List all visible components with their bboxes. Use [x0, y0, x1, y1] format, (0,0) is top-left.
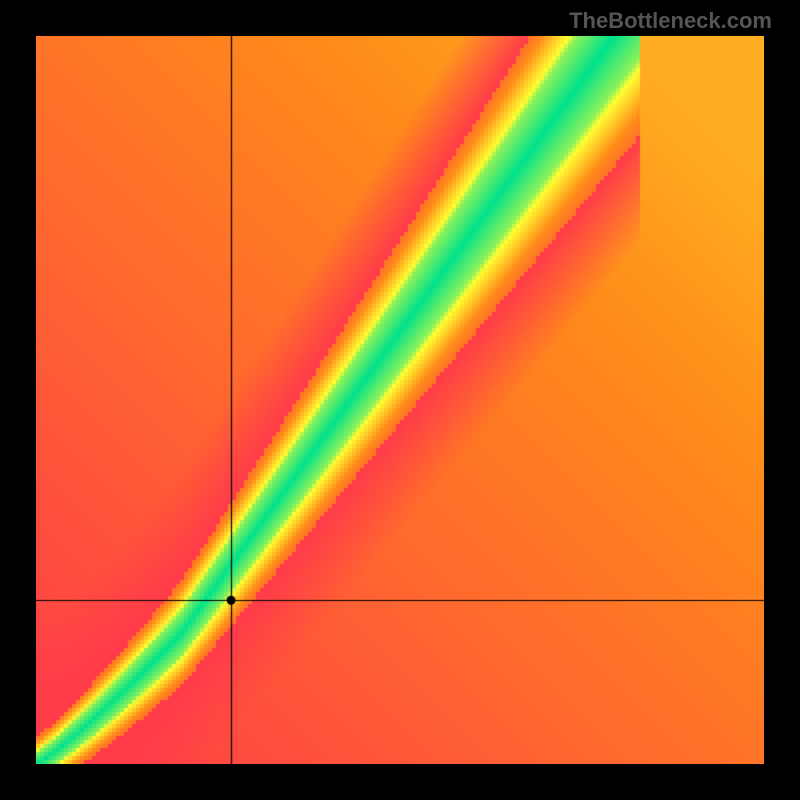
watermark-text: TheBottleneck.com [569, 8, 772, 34]
heatmap-canvas [36, 36, 764, 764]
plot-area [36, 36, 764, 764]
chart-frame: TheBottleneck.com [0, 0, 800, 800]
